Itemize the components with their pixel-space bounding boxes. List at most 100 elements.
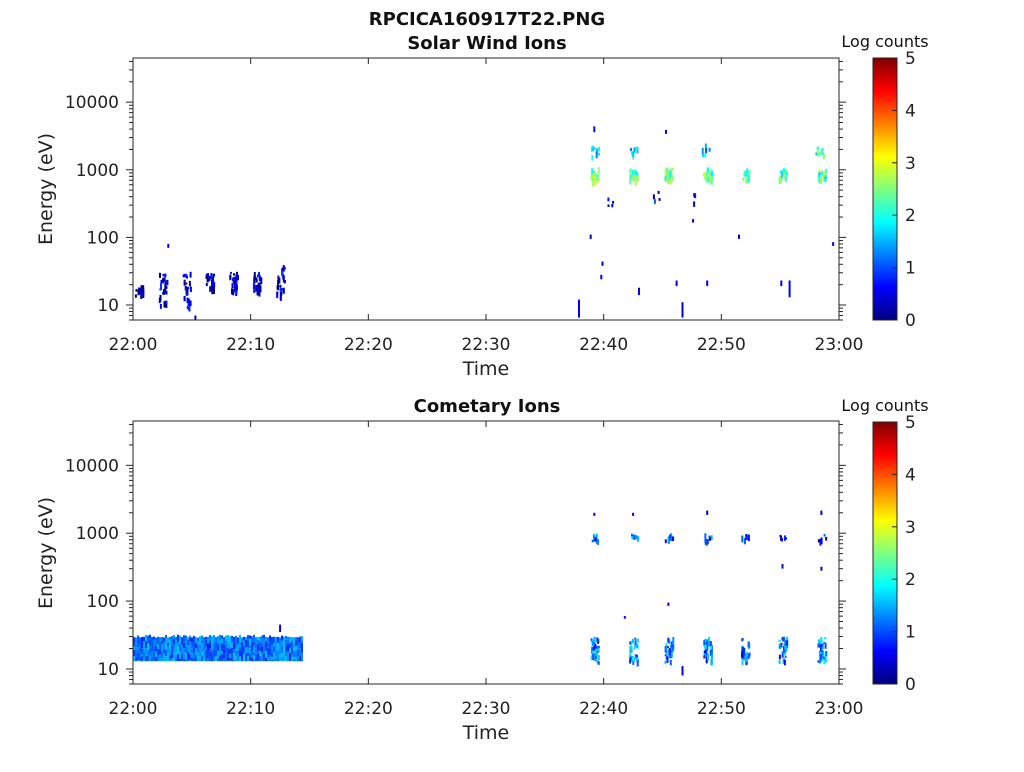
band-cell (137, 650, 139, 653)
band-cell (257, 640, 259, 644)
band-cell (191, 638, 193, 643)
band-cell (219, 642, 221, 650)
band-cell (137, 636, 139, 640)
colorbar-tick-label: 1 (905, 259, 916, 279)
band-cell (273, 652, 275, 655)
cluster-cell (140, 288, 142, 292)
band-cell (291, 637, 293, 641)
band-cell (165, 645, 167, 650)
count-mark (667, 603, 669, 606)
band-cell (269, 648, 271, 656)
y-tick-label: 100 (87, 592, 119, 612)
band-cell (155, 645, 157, 652)
y-tick-label: 10 (97, 660, 119, 680)
band-cell (279, 660, 281, 661)
band-cell (211, 636, 213, 644)
cluster-cell (818, 177, 820, 183)
band-cell (141, 648, 143, 654)
band-cell (167, 637, 169, 643)
band-cell (203, 650, 205, 656)
cluster-cell (779, 655, 781, 659)
band-cell (167, 643, 169, 646)
band-cell (231, 636, 233, 639)
count-mark (167, 244, 169, 248)
count-mark (832, 242, 834, 246)
band-cell (277, 637, 279, 643)
colorbar-tick-label: 3 (905, 154, 916, 174)
cluster-cell (259, 292, 261, 297)
band-cell (289, 637, 291, 643)
x-tick-label: 22:00 (109, 699, 158, 719)
cluster-cell (742, 638, 744, 641)
band-cell (189, 636, 191, 638)
band-cell (155, 652, 157, 658)
panel-title: Solar Wind Ions (407, 33, 566, 54)
band-cell (199, 651, 201, 657)
band-cell (227, 648, 229, 654)
x-axis-label: Time (462, 722, 510, 744)
band-cell (221, 654, 223, 656)
band-cell (185, 646, 187, 653)
band-cell (261, 653, 263, 661)
x-tick-label: 22:10 (226, 699, 275, 719)
band-cell (225, 636, 227, 641)
band-cell (221, 648, 223, 651)
band-cell (171, 636, 173, 644)
band-cell (151, 641, 153, 648)
band-cell (285, 636, 287, 640)
band-cell (149, 656, 151, 662)
cluster-cell (704, 650, 706, 653)
cluster-cell (591, 173, 593, 178)
band-cell (281, 636, 283, 641)
band-cell (161, 644, 163, 651)
cluster-cell (280, 297, 282, 301)
band-cell (137, 644, 139, 647)
cluster-cell (746, 659, 748, 663)
band-cell (151, 651, 153, 657)
cluster-cell (825, 658, 827, 663)
cluster-cell (815, 153, 817, 156)
cluster-cell (779, 640, 781, 642)
band-cell (239, 648, 241, 653)
band-cell (253, 635, 255, 637)
cluster-cell (190, 287, 192, 292)
band-cell (181, 661, 183, 662)
cluster-cell (594, 655, 596, 661)
cluster-cell (745, 178, 747, 183)
band-cell (251, 636, 253, 642)
band-cell (225, 654, 227, 661)
band-cell (207, 637, 209, 641)
band-cell (229, 654, 231, 658)
band-cell (205, 658, 207, 660)
band-cell (155, 657, 157, 661)
band-cell (201, 636, 203, 642)
band-cell (255, 643, 257, 648)
band-cell (291, 648, 293, 655)
colorbar-tick-label: 1 (905, 623, 916, 643)
band-cell (183, 648, 185, 653)
band-cell (255, 653, 257, 655)
cluster-cell (213, 287, 215, 294)
cluster-cell (186, 287, 188, 293)
band-cell (243, 637, 245, 641)
band-cell (187, 637, 189, 640)
cluster-cell (665, 646, 667, 652)
band-cell (141, 637, 143, 642)
band-cell (285, 656, 287, 661)
band-cell (209, 649, 211, 652)
cluster-cell (665, 539, 667, 543)
band-cell (195, 648, 197, 655)
band-cell (171, 646, 173, 654)
cluster-cell (654, 199, 656, 204)
band-cell (281, 651, 283, 654)
band-cell (183, 635, 185, 643)
cluster-cell (659, 198, 661, 201)
x-axis-label: Time (462, 358, 510, 380)
band-cell (237, 637, 239, 643)
band-cell (293, 637, 295, 642)
band-cell (167, 646, 169, 654)
cluster-cell (166, 291, 168, 295)
band-cell (241, 638, 243, 643)
